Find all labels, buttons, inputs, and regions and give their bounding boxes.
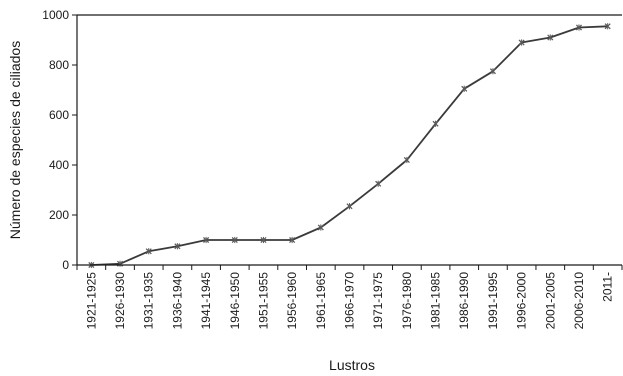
x-tick-label: 1976-1980 — [400, 272, 414, 330]
data-point — [231, 236, 238, 244]
x-tick-label: 1941-1945 — [199, 272, 213, 330]
x-tick-label: 1951-1955 — [256, 272, 270, 330]
data-point — [489, 68, 496, 75]
series-line — [91, 25, 608, 266]
x-tick-label: 1946-1950 — [228, 272, 242, 330]
x-tick-label: 1966-1970 — [343, 272, 357, 330]
x-tick-label: 1981-1985 — [429, 272, 443, 330]
data-point — [518, 39, 525, 46]
data-point — [174, 243, 181, 250]
x-axis-title: Lustros — [329, 357, 375, 373]
data-point — [203, 236, 210, 244]
x-tick-label: 1956-1960 — [285, 272, 299, 330]
y-axis-ticks: 0 200 400 600 800 1000 — [42, 8, 77, 272]
data-point — [575, 24, 583, 31]
y-axis-title: Número de especies de ciliados — [7, 41, 23, 239]
data-point — [346, 203, 353, 210]
data-point — [461, 85, 468, 92]
x-tick-label: 1921-1925 — [84, 272, 98, 330]
x-axis-ticks: 1921-1925 1926-1930 1931-1935 1936-1940 1941… — [76, 265, 623, 330]
y-tick-label: 1000 — [42, 8, 69, 22]
x-tick-label: 1926-1930 — [113, 272, 127, 330]
data-point — [260, 236, 267, 244]
data-point — [604, 23, 611, 30]
y-tick-label: 600 — [49, 108, 69, 122]
x-tick-label: 1986-1990 — [457, 272, 471, 330]
y-tick-label: 200 — [49, 208, 69, 222]
data-point — [289, 236, 296, 244]
x-tick-label: 2001-2005 — [543, 272, 557, 330]
data-point — [432, 120, 439, 127]
x-tick-label: 1931-1935 — [142, 272, 156, 330]
x-tick-label: 2011- — [601, 272, 615, 302]
data-point — [375, 180, 382, 187]
data-point — [547, 34, 554, 41]
x-tick-label: 1961-1965 — [314, 272, 328, 330]
data-point — [403, 156, 410, 164]
y-tick-label: 800 — [49, 58, 69, 72]
series-layer — [88, 23, 611, 269]
y-tick-label: 0 — [62, 258, 69, 272]
y-tick-label: 400 — [49, 158, 69, 172]
x-tick-label: 2006-2010 — [572, 272, 586, 330]
data-point — [145, 248, 152, 255]
x-tick-label: 1971-1975 — [371, 272, 385, 330]
x-tick-label: 1996-2000 — [515, 272, 529, 330]
x-tick-label: 1936-1940 — [170, 272, 184, 330]
x-tick-label: 1991-1995 — [486, 272, 500, 330]
data-point — [317, 224, 324, 231]
plot-frame — [76, 14, 622, 266]
